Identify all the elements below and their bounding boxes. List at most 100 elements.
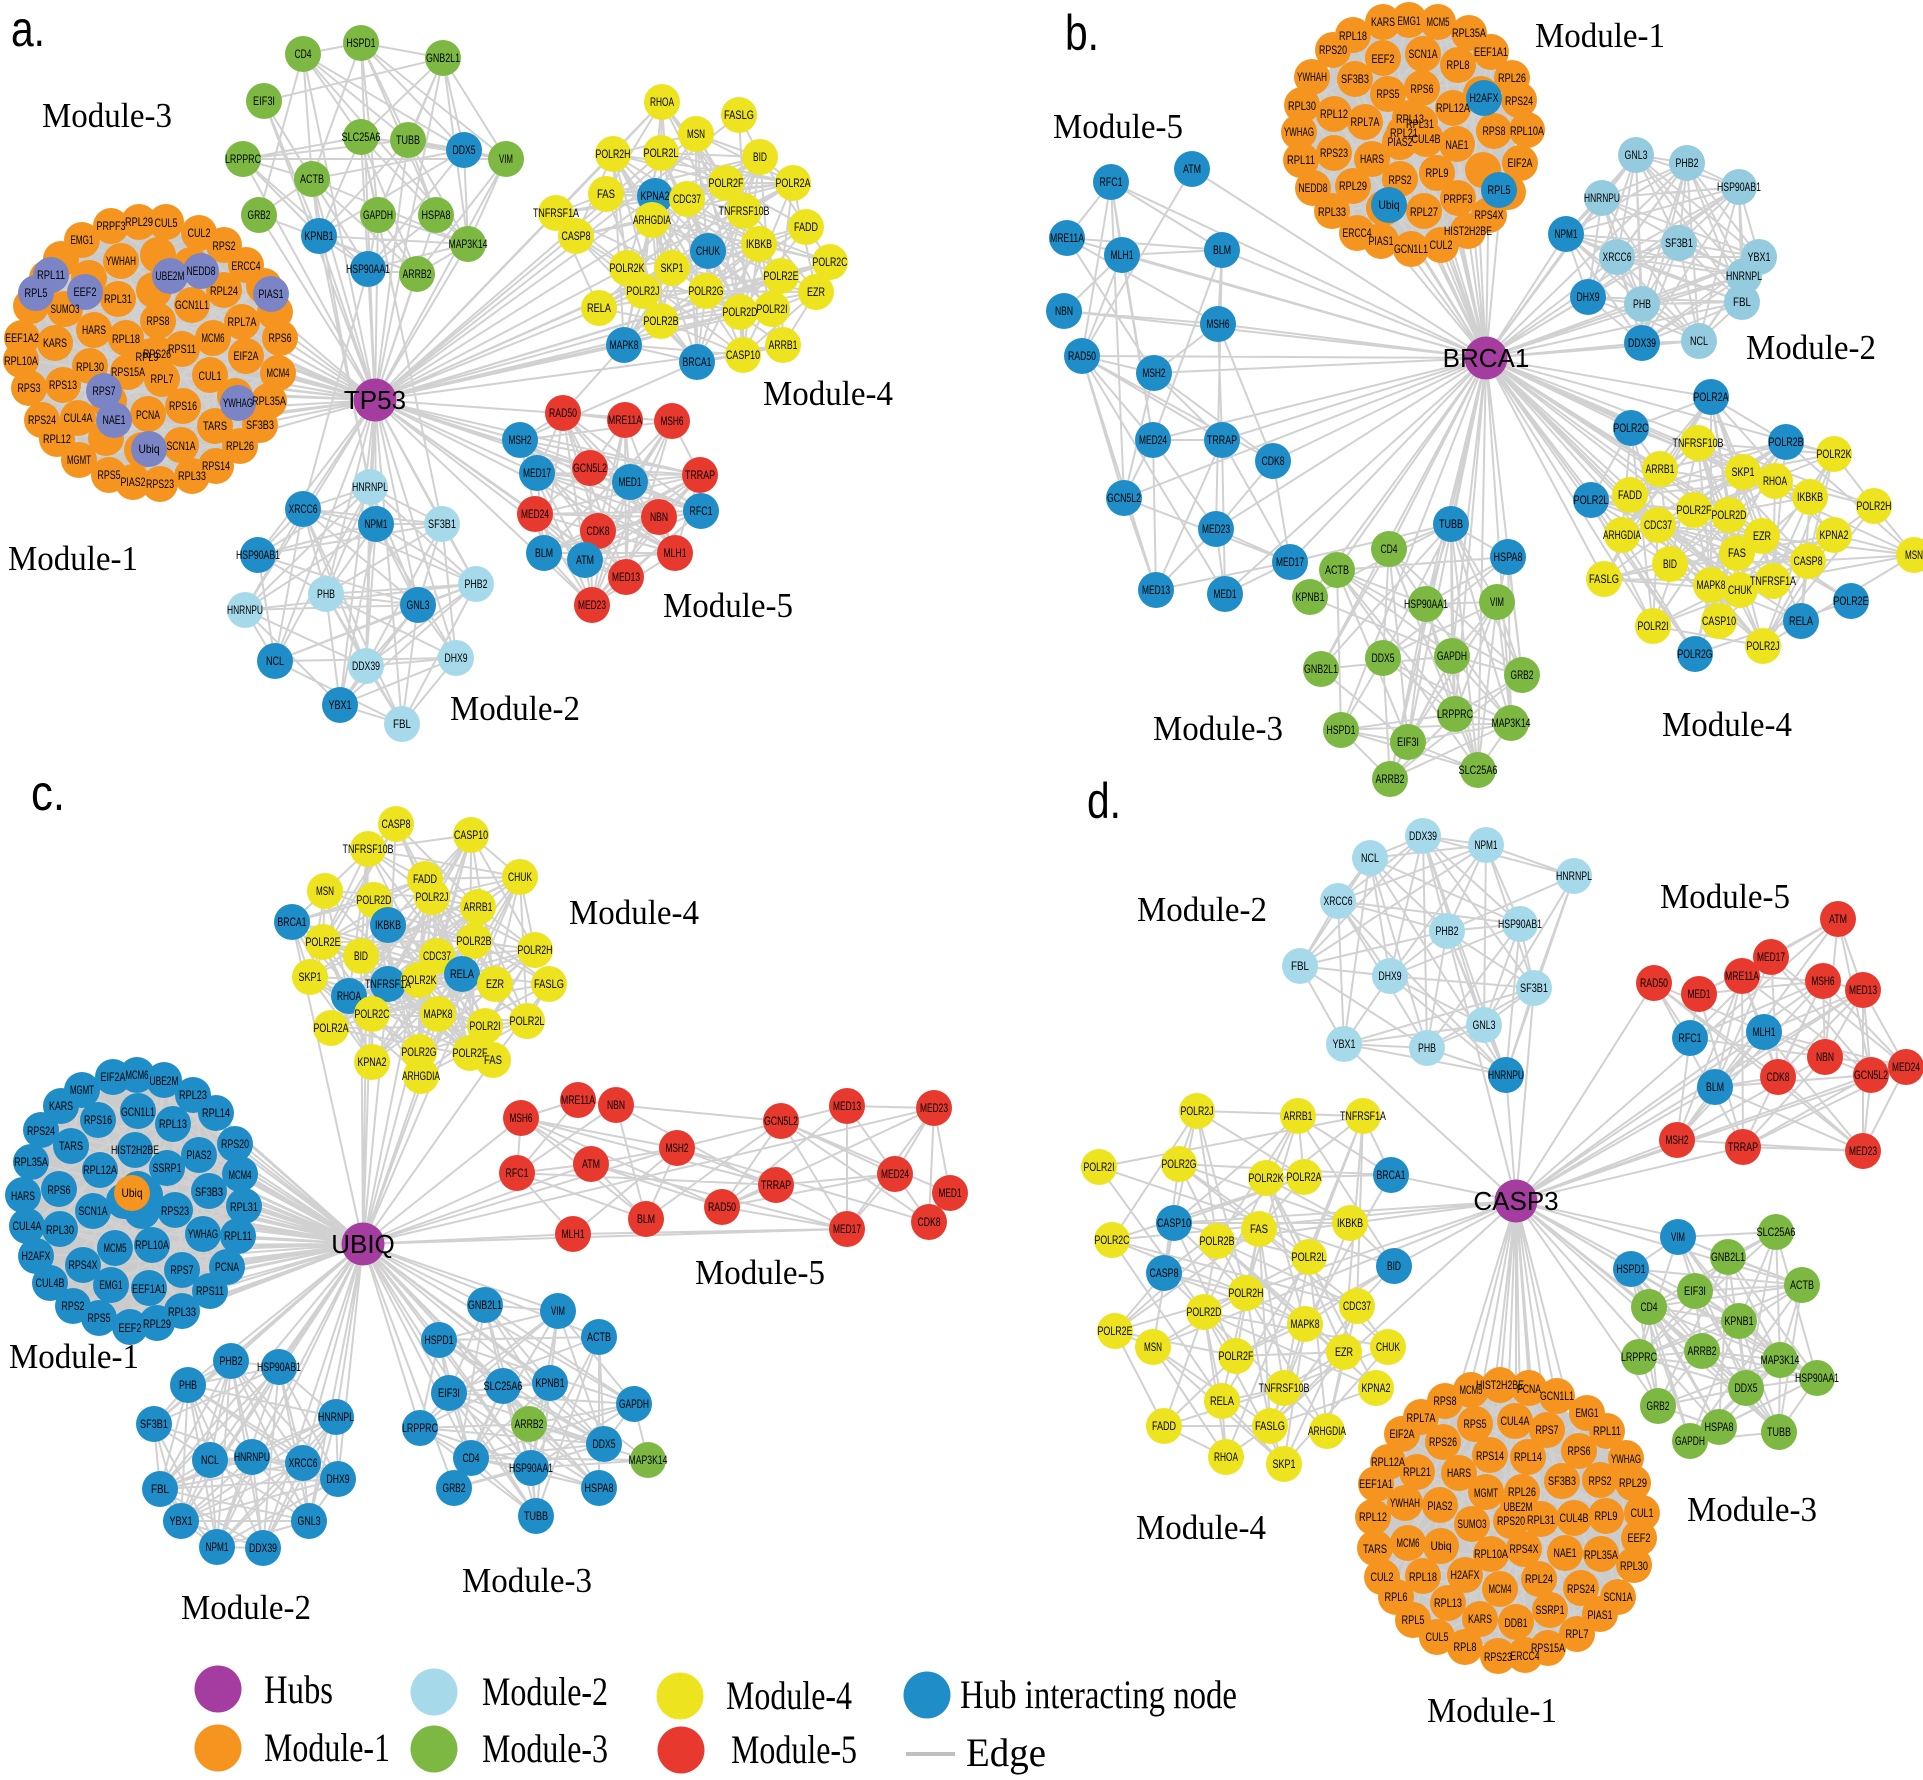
- svg-text:MED17: MED17: [1757, 950, 1785, 964]
- svg-text:ACTB: ACTB: [587, 1330, 611, 1344]
- svg-text:RPL12A: RPL12A: [1436, 101, 1470, 115]
- svg-text:CUL5: CUL5: [1426, 1630, 1449, 1644]
- svg-text:HNRNPU: HNRNPU: [1488, 1068, 1524, 1082]
- svg-text:MAPK8: MAPK8: [1697, 578, 1726, 592]
- svg-text:RHOA: RHOA: [337, 989, 361, 1003]
- svg-text:EEF2: EEF2: [1372, 52, 1395, 66]
- svg-text:NBN: NBN: [607, 1098, 625, 1112]
- svg-text:CD4: CD4: [1641, 1300, 1658, 1314]
- svg-text:KARS: KARS: [43, 336, 67, 350]
- svg-text:POLR2B: POLR2B: [457, 934, 492, 948]
- svg-text:SCN1A: SCN1A: [1409, 47, 1438, 61]
- svg-text:RELA: RELA: [587, 301, 611, 315]
- svg-text:MCM5: MCM5: [104, 1241, 127, 1255]
- svg-text:PIAS1: PIAS1: [259, 287, 284, 301]
- svg-text:EMG1: EMG1: [100, 1278, 123, 1292]
- svg-text:RPL35A: RPL35A: [14, 1155, 48, 1169]
- svg-text:FBL: FBL: [1291, 959, 1309, 973]
- svg-text:SKP1: SKP1: [661, 261, 684, 275]
- svg-text:RPL35A: RPL35A: [252, 394, 286, 408]
- svg-text:YWHAH: YWHAH: [1297, 70, 1327, 84]
- svg-text:EEF1A1: EEF1A1: [1474, 45, 1508, 59]
- svg-text:EIF3I: EIF3I: [438, 1386, 460, 1400]
- svg-text:Module-1: Module-1: [8, 539, 138, 578]
- svg-text:BID: BID: [1663, 557, 1677, 571]
- svg-text:ATM: ATM: [582, 1157, 600, 1171]
- svg-text:ACTB: ACTB: [1790, 1278, 1814, 1292]
- svg-text:YWHAH: YWHAH: [106, 254, 136, 268]
- svg-text:KPNB1: KPNB1: [305, 229, 334, 243]
- svg-text:Module-4: Module-4: [1662, 705, 1792, 744]
- svg-text:MED13: MED13: [833, 1099, 861, 1113]
- svg-text:MSH2: MSH2: [1143, 366, 1166, 380]
- svg-text:NCL: NCL: [201, 1453, 219, 1467]
- svg-text:HSPA8: HSPA8: [422, 208, 451, 222]
- svg-text:MSH6: MSH6: [661, 414, 684, 428]
- svg-text:RPS6: RPS6: [269, 331, 292, 345]
- svg-text:DDX5: DDX5: [1372, 651, 1395, 665]
- svg-text:CHUK: CHUK: [1376, 1340, 1400, 1354]
- svg-text:SF3B1: SF3B1: [1665, 236, 1693, 250]
- svg-text:c.: c.: [31, 765, 65, 821]
- svg-text:RPL31: RPL31: [1527, 1513, 1555, 1527]
- svg-text:Module-1: Module-1: [1535, 16, 1665, 55]
- svg-text:RFC1: RFC1: [1679, 1031, 1702, 1045]
- svg-text:RPL7A: RPL7A: [1351, 115, 1380, 129]
- svg-text:YWHAG: YWHAG: [1284, 125, 1314, 139]
- svg-text:POLR2I: POLR2I: [1084, 1160, 1115, 1174]
- svg-text:TNFRSF1A: TNFRSF1A: [1340, 1109, 1386, 1123]
- svg-text:YWHAG: YWHAG: [223, 396, 253, 410]
- svg-text:SUMO3: SUMO3: [1458, 1517, 1487, 1531]
- svg-text:MSN: MSN: [1905, 548, 1923, 562]
- svg-text:RPL27: RPL27: [1410, 205, 1438, 219]
- svg-text:UBE2M: UBE2M: [150, 1074, 179, 1088]
- svg-text:LRPPRC: LRPPRC: [1621, 1350, 1657, 1364]
- svg-text:ARHGDIA: ARHGDIA: [1603, 528, 1641, 542]
- svg-text:GAPDH: GAPDH: [363, 208, 393, 222]
- svg-text:HNRNPU: HNRNPU: [234, 1450, 270, 1464]
- svg-text:CUL2: CUL2: [188, 226, 211, 240]
- svg-text:RAD50: RAD50: [1640, 976, 1668, 990]
- svg-text:TUBB: TUBB: [1767, 1425, 1791, 1439]
- svg-text:MAPK8: MAPK8: [1291, 1317, 1320, 1331]
- svg-text:POLR2F: POLR2F: [1219, 1349, 1254, 1363]
- svg-text:GCN1L1: GCN1L1: [121, 1105, 155, 1119]
- svg-text:HNRNPL: HNRNPL: [318, 1410, 354, 1424]
- svg-text:GNL3: GNL3: [1473, 1018, 1496, 1032]
- svg-text:UBIQ: UBIQ: [331, 1229, 395, 1259]
- svg-text:CASP8: CASP8: [1150, 1266, 1179, 1280]
- svg-text:RPS14: RPS14: [1476, 1449, 1504, 1463]
- svg-text:RHOA: RHOA: [1763, 474, 1787, 488]
- svg-text:RPL30: RPL30: [76, 360, 104, 374]
- svg-text:DDX5: DDX5: [1735, 1381, 1758, 1395]
- svg-text:RPL11: RPL11: [37, 268, 65, 282]
- svg-text:RPL10A: RPL10A: [4, 354, 38, 368]
- svg-text:SKP1: SKP1: [1273, 1457, 1296, 1471]
- svg-text:RPL33: RPL33: [178, 469, 206, 483]
- svg-text:IKBKB: IKBKB: [375, 918, 401, 932]
- svg-text:GCN5L2: GCN5L2: [1854, 1068, 1888, 1082]
- svg-text:CUL2: CUL2: [1430, 238, 1453, 252]
- svg-text:SF3B1: SF3B1: [140, 1417, 168, 1431]
- svg-text:RELA: RELA: [1789, 614, 1813, 628]
- svg-text:YWHAH: YWHAH: [1390, 1496, 1420, 1510]
- svg-text:RPS11: RPS11: [196, 1284, 224, 1298]
- svg-text:CASP8: CASP8: [1794, 554, 1823, 568]
- svg-text:GRB2: GRB2: [1511, 668, 1534, 682]
- svg-text:RPL10A: RPL10A: [135, 1238, 169, 1252]
- svg-text:POLR2A: POLR2A: [314, 1021, 349, 1035]
- svg-text:BID: BID: [1387, 1259, 1401, 1273]
- svg-text:RPL18: RPL18: [1409, 1570, 1437, 1584]
- svg-text:NPM1: NPM1: [1555, 227, 1578, 241]
- svg-text:GNL3: GNL3: [407, 598, 430, 612]
- svg-text:POLR2C: POLR2C: [1614, 421, 1649, 435]
- svg-text:NPM1: NPM1: [365, 517, 388, 531]
- svg-text:RPL5: RPL5: [1488, 183, 1511, 197]
- svg-text:HSPD1: HSPD1: [1327, 723, 1356, 737]
- svg-text:Module-4: Module-4: [763, 374, 893, 413]
- svg-text:MSN: MSN: [316, 884, 334, 898]
- svg-text:MED23: MED23: [578, 598, 606, 612]
- svg-text:SF3B3: SF3B3: [246, 418, 274, 432]
- svg-text:ARRB2: ARRB2: [403, 267, 432, 281]
- svg-text:RAD50: RAD50: [1068, 349, 1096, 363]
